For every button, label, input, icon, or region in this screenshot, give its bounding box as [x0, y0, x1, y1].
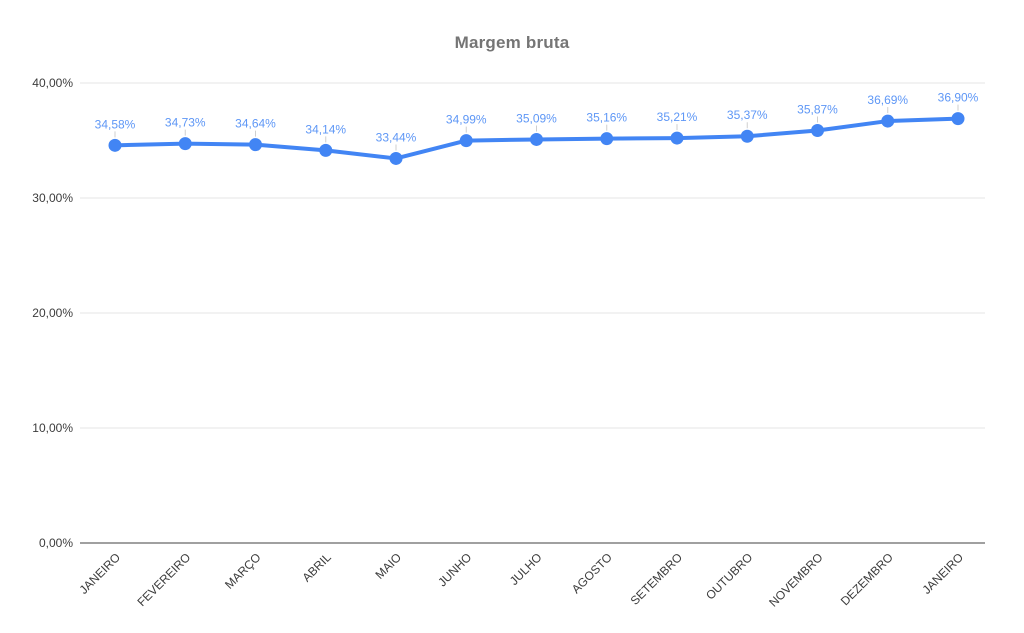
data-point[interactable] — [249, 138, 262, 152]
data-label: 35,87% — [797, 102, 838, 116]
x-axis-tick-label: MARÇO — [222, 550, 263, 591]
data-label: 36,69% — [867, 93, 908, 107]
x-axis-tick-label: AGOSTO — [569, 550, 615, 596]
data-label: 35,09% — [516, 111, 557, 125]
data-point[interactable] — [951, 112, 965, 126]
y-axis-tick-label: 10,00% — [32, 421, 73, 435]
data-point[interactable] — [459, 134, 473, 148]
chart-title: Margem bruta — [454, 33, 570, 52]
data-label: 34,99% — [446, 113, 487, 127]
x-axis-tick-label: JANEIRO — [76, 550, 123, 597]
x-axis-tick-label: ABRIL — [299, 550, 334, 585]
data-label: 36,90% — [938, 91, 979, 105]
data-label: 34,58% — [95, 117, 136, 131]
data-label: 33,44% — [376, 130, 417, 144]
x-axis-tick-label: FEVEREIRO — [134, 550, 193, 609]
data-label: 35,37% — [727, 108, 768, 122]
data-point[interactable] — [319, 143, 333, 157]
data-point[interactable] — [811, 123, 824, 137]
y-axis-tick-label: 40,00% — [32, 76, 73, 90]
y-axis-tick-label: 20,00% — [32, 306, 73, 320]
data-point[interactable] — [178, 137, 192, 151]
data-label: 34,64% — [235, 117, 276, 131]
data-point[interactable] — [108, 138, 122, 152]
x-axis-tick-label: JULHO — [507, 550, 545, 588]
data-label: 34,14% — [305, 122, 346, 136]
x-axis-tick-label: NOVEMBRO — [766, 550, 825, 609]
x-axis-tick-label: OUTUBRO — [703, 550, 755, 602]
x-axis-tick-label: JUNHO — [435, 550, 474, 589]
y-axis-tick-label: 30,00% — [32, 191, 73, 205]
data-point[interactable] — [600, 132, 614, 146]
data-label: 35,21% — [657, 110, 698, 124]
y-axis-tick-label: 0,00% — [39, 536, 73, 550]
x-axis-tick-label: DEZEMBRO — [838, 550, 896, 608]
data-point[interactable] — [670, 131, 684, 145]
data-label: 35,16% — [586, 111, 627, 125]
x-axis-tick-label: JANEIRO — [919, 550, 966, 597]
data-point[interactable] — [740, 129, 754, 143]
data-label: 34,73% — [165, 116, 206, 130]
x-axis-tick-label: MAIO — [373, 550, 405, 582]
x-axis-tick-label: SETEMBRO — [628, 550, 686, 608]
data-point[interactable] — [389, 151, 403, 165]
data-point[interactable] — [530, 132, 543, 146]
data-point[interactable] — [881, 114, 895, 128]
